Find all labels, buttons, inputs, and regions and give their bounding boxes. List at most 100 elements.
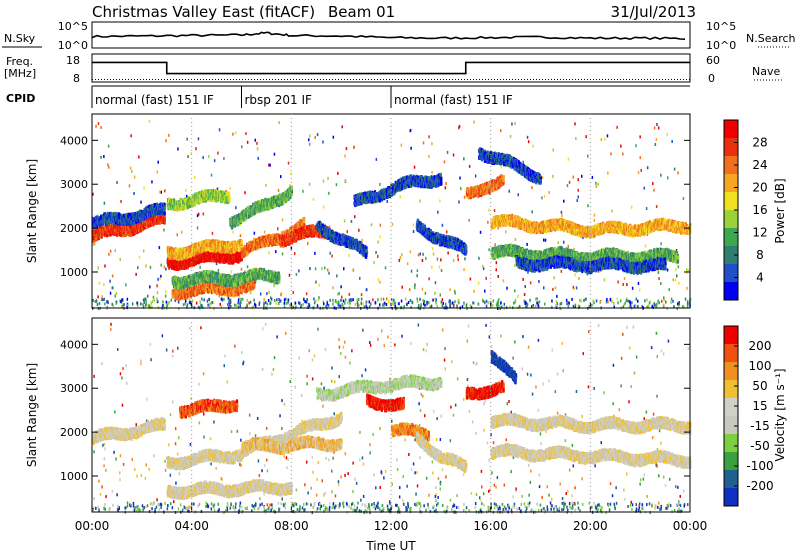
ground-cell (95, 299, 97, 303)
scatter-cell (131, 302, 134, 306)
scatter-cell (671, 140, 673, 143)
scatter-cell (147, 294, 149, 298)
scatter-cell (318, 283, 320, 287)
ground-cell (514, 300, 516, 304)
ground-cell (350, 299, 353, 303)
ground-cell (344, 298, 347, 302)
scatter-cell (190, 152, 193, 155)
ground-cell (429, 305, 431, 309)
ground-cell (454, 300, 456, 304)
ground-cell (112, 304, 115, 308)
scatter-cell (406, 262, 409, 266)
scatter-cell (438, 265, 441, 269)
scatter-cell (441, 223, 444, 227)
ground-cell (285, 297, 287, 301)
ground-cell (452, 301, 454, 305)
ground-cell (288, 303, 291, 307)
scatter-cell (401, 253, 403, 257)
scatter-cell (434, 281, 437, 285)
scatter-cell (164, 189, 166, 193)
scatter-cell (653, 126, 656, 130)
ground-cell (227, 303, 229, 307)
ground-cell (593, 301, 595, 305)
scatter-cell (287, 161, 290, 165)
ground-cell (684, 297, 687, 301)
scatter-cell (538, 280, 540, 283)
scatter-cell (328, 191, 330, 195)
ground-cell (279, 299, 281, 303)
scatter-cell (409, 128, 412, 132)
ground-cell (422, 298, 424, 302)
ground-cell (100, 298, 103, 302)
band-cell (171, 247, 174, 251)
scatter-cell (428, 154, 430, 158)
scatter-cell (92, 192, 94, 196)
band-cell (138, 228, 141, 233)
band-cell (153, 203, 156, 208)
scatter-cell (268, 163, 270, 167)
scatter-cell (440, 258, 442, 262)
ground-cell (440, 300, 443, 304)
scatter-cell (552, 174, 554, 178)
scatter-cell (235, 206, 237, 210)
ground-cell (287, 298, 290, 302)
ground-cell (578, 305, 581, 309)
ground-cell (223, 297, 225, 301)
ground-cell (605, 300, 608, 304)
ground-cell (308, 302, 310, 306)
scatter-cell (543, 238, 545, 242)
band-cell (163, 211, 166, 216)
ground-cell (526, 304, 528, 308)
scatter-cell (446, 150, 449, 154)
ground-cell (322, 300, 325, 304)
scatter-cell (541, 196, 543, 200)
band-cell (214, 242, 217, 247)
band-cell (151, 203, 154, 208)
scatter-cell (244, 191, 246, 195)
ground-cell (284, 298, 286, 302)
scatter-cell (522, 160, 524, 164)
scatter-cell (149, 265, 152, 269)
scatter-cell (108, 252, 110, 256)
ground-cell (426, 300, 428, 304)
band-cell (132, 221, 135, 226)
ground-cell (567, 301, 569, 304)
scatter-cell (240, 267, 243, 271)
ground-cell (606, 298, 608, 301)
scatter-cell (229, 186, 231, 190)
band-cell (223, 252, 226, 257)
ground-cell (592, 299, 594, 303)
scatter-cell (572, 285, 575, 289)
ground-cell (420, 303, 422, 307)
scatter-cell (599, 301, 601, 304)
scatter-cell (197, 137, 200, 141)
scatter-cell (401, 285, 403, 289)
ground-cell (283, 301, 286, 305)
scatter-cell (660, 173, 662, 177)
scatter-cell (360, 293, 363, 297)
band-cell (125, 215, 128, 220)
ground-cell (285, 301, 288, 305)
scatter-cell (488, 248, 490, 252)
scatter-cell (644, 244, 647, 248)
scatter-cell (675, 249, 678, 252)
scatter-cell (610, 152, 612, 156)
scatter-cell (344, 154, 346, 158)
ground-cell (442, 301, 444, 305)
scatter-cell (256, 141, 258, 145)
scatter-cell (138, 155, 140, 159)
scatter-cell (526, 242, 528, 246)
scatter-cell (270, 296, 272, 300)
scatter-cell (384, 266, 387, 270)
cpid-panel: CPID normal (fast) 151 IF rbsp 201 IF norm… (6, 85, 690, 108)
ground-cell (579, 298, 581, 302)
ground-cell (529, 298, 531, 302)
ground-cell (567, 304, 570, 308)
ground-cell (306, 298, 308, 301)
scatter-cell (263, 301, 265, 305)
ground-cell (238, 301, 240, 305)
ground-cell (201, 304, 203, 308)
scatter-cell (358, 228, 360, 232)
scatter-cell (165, 139, 167, 143)
